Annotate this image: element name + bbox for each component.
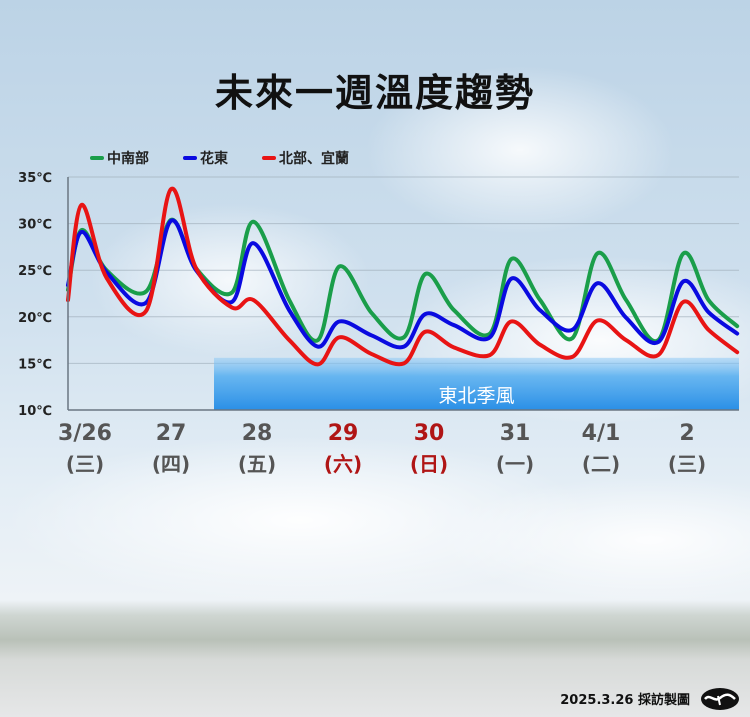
series-line-1 bbox=[66, 218, 740, 350]
series-line-2 bbox=[66, 186, 740, 367]
chart-title: 未來一週溫度趨勢 bbox=[214, 71, 535, 115]
cna-logo-icon bbox=[701, 688, 739, 710]
legend-item-north-yilan: 北部、宜蘭 bbox=[262, 148, 349, 168]
x-tick-weekday: (六) bbox=[324, 452, 362, 476]
y-tick-label: 20℃ bbox=[18, 311, 52, 326]
monsoon-band bbox=[214, 357, 739, 410]
x-tick-date: 4/1 bbox=[582, 421, 621, 446]
x-tick-weekday: (三) bbox=[668, 452, 706, 476]
credit-text: 2025.3.26 採訪製圖 bbox=[560, 693, 690, 708]
x-tick-weekday: (日) bbox=[410, 452, 448, 476]
x-tick-date: 29 bbox=[328, 421, 359, 446]
y-tick-label: 10℃ bbox=[18, 404, 52, 419]
legend-swatch bbox=[183, 156, 197, 160]
x-tick-date: 3/26 bbox=[58, 421, 112, 446]
legend-item-hualien-taitung: 花東 bbox=[183, 148, 228, 168]
legend-label: 中南部 bbox=[107, 151, 149, 167]
x-tick-date: 31 bbox=[500, 421, 531, 446]
monsoon-label: 東北季風 bbox=[438, 385, 514, 407]
x-tick-date: 27 bbox=[156, 421, 187, 446]
series-line-0 bbox=[66, 217, 740, 344]
x-tick-weekday: (五) bbox=[238, 452, 276, 476]
x-tick-weekday: (四) bbox=[152, 452, 190, 476]
legend-swatch bbox=[262, 156, 276, 160]
y-tick-label: 15℃ bbox=[18, 357, 52, 372]
legend-label: 北部、宜蘭 bbox=[279, 151, 349, 167]
legend-label: 花東 bbox=[200, 151, 228, 167]
x-tick-date: 30 bbox=[414, 421, 445, 446]
legend-swatch bbox=[90, 156, 104, 160]
legend: 中南部 花東 北部、宜蘭 bbox=[90, 148, 349, 168]
y-tick-label: 35℃ bbox=[18, 171, 52, 186]
legend-item-central-south: 中南部 bbox=[90, 148, 149, 168]
x-tick-weekday: (二) bbox=[582, 452, 620, 476]
x-tick-weekday: (一) bbox=[496, 452, 534, 476]
x-tick-weekday: (三) bbox=[66, 452, 104, 476]
y-tick-label: 30℃ bbox=[18, 218, 52, 233]
y-tick-label: 25℃ bbox=[18, 264, 52, 279]
x-tick-date: 2 bbox=[679, 421, 694, 446]
x-tick-date: 28 bbox=[242, 421, 273, 446]
